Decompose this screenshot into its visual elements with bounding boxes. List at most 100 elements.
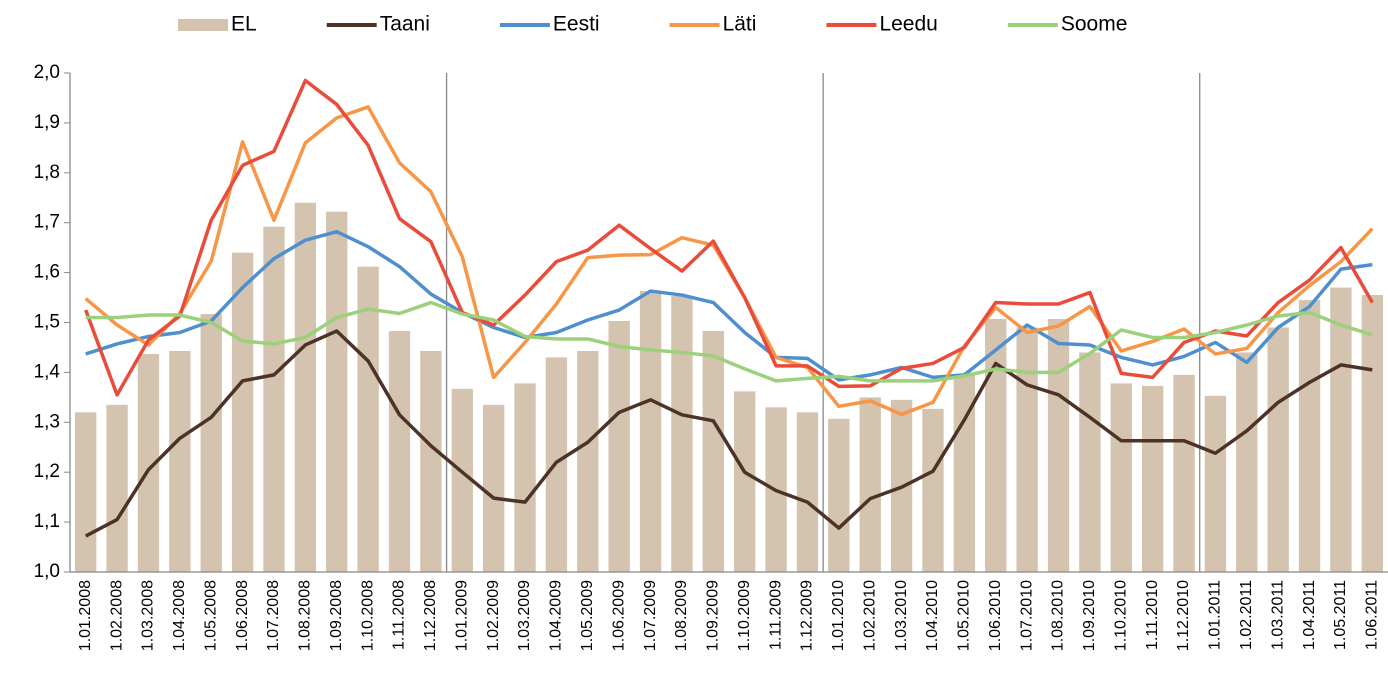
legend: EL Taani Eesti Läti Leedu Soome — [178, 13, 1127, 36]
bar — [671, 296, 693, 572]
x-tick-label: 1.06.2009 — [610, 580, 627, 651]
x-tick-label: 1.07.2009 — [642, 580, 659, 651]
y-tick-label: 1,3 — [34, 411, 60, 432]
bar — [702, 330, 724, 572]
x-tick-label: 1.02.2008 — [108, 580, 125, 651]
y-tick-label: 1,6 — [34, 262, 60, 283]
x-tick-label: 1.11.2010 — [1144, 580, 1161, 650]
x-tick-label: 1.06.2011 — [1364, 580, 1381, 650]
y-tick-label: 1,7 — [34, 212, 60, 233]
bar — [734, 391, 756, 572]
bar — [577, 350, 599, 572]
legend-label: Eesti — [553, 13, 600, 36]
y-tick-label: 1,0 — [34, 561, 60, 582]
bar — [608, 321, 630, 572]
x-tick-label: 1.05.2011 — [1332, 580, 1349, 650]
x-tick-label: 1.11.2008 — [391, 580, 408, 650]
bar — [357, 266, 379, 572]
bar — [106, 404, 128, 572]
x-tick-label: 1.10.2009 — [736, 580, 753, 651]
bar — [1047, 319, 1070, 572]
x-tick-label: 1.05.2010 — [956, 580, 973, 651]
legend-label: Soome — [1061, 13, 1128, 36]
bar — [75, 412, 97, 572]
legend-label: Leedu — [879, 13, 937, 36]
x-tick-label: 1.12.2010 — [1175, 580, 1192, 651]
x-tick-label: 1.05.2009 — [579, 580, 596, 651]
bar — [420, 350, 442, 572]
x-tick-label: 1.05.2008 — [202, 580, 219, 651]
bar — [388, 330, 411, 572]
x-tick-label: 1.04.2010 — [924, 580, 941, 651]
legend-label: EL — [231, 13, 257, 36]
x-tick-label: 1.04.2011 — [1301, 580, 1318, 650]
legend-label: Läti — [723, 13, 757, 36]
y-tick-label: 1,1 — [34, 511, 60, 532]
x-tick-label: 1.04.2008 — [171, 580, 188, 651]
bar — [231, 252, 254, 572]
bar — [1141, 385, 1164, 572]
x-tick-label: 1.03.2010 — [893, 580, 910, 651]
y-tick-label: 1,2 — [34, 461, 60, 482]
x-tick-label: 1.06.2008 — [234, 580, 251, 651]
x-tick-label: 1.02.2009 — [485, 580, 502, 651]
bar — [482, 404, 505, 572]
bar — [169, 350, 191, 572]
x-tick-label: 1.10.2008 — [359, 580, 376, 651]
bar — [294, 202, 317, 573]
bar — [1204, 395, 1227, 572]
x-tick-label: 1.09.2010 — [1081, 580, 1098, 651]
bar — [326, 211, 348, 573]
y-tick-label: 1,8 — [34, 162, 60, 183]
line — [85, 229, 1373, 382]
y-tick-label: 1,9 — [34, 112, 60, 133]
y-tick-label: 1,5 — [34, 312, 60, 333]
bar — [1110, 383, 1132, 572]
x-tick-label: 1.11.2009 — [767, 580, 784, 650]
bar — [1298, 300, 1321, 572]
x-tick-label: 1.01.2009 — [453, 580, 470, 651]
bar — [1079, 352, 1101, 572]
line — [85, 300, 1373, 383]
x-tick-label: 1.12.2008 — [422, 580, 439, 651]
legend-label: Taani — [380, 13, 430, 36]
bar — [451, 388, 473, 572]
bar — [1361, 295, 1383, 572]
bar — [1173, 374, 1195, 572]
x-tick-label: 1.01.2010 — [830, 580, 847, 651]
legend-swatch — [178, 19, 228, 31]
bar — [137, 353, 160, 572]
bar — [922, 408, 944, 572]
x-tick-label: 1.02.2011 — [1238, 580, 1255, 650]
bar — [1330, 287, 1352, 572]
x-tick-label: 1.10.2010 — [1112, 580, 1129, 651]
bar — [796, 412, 819, 572]
x-tick-label: 1.12.2009 — [799, 580, 816, 651]
x-tick-label: 1.07.2010 — [1018, 580, 1035, 651]
line — [84, 78, 1374, 397]
bar — [1016, 327, 1038, 572]
x-tick-label: 1.08.2008 — [297, 580, 314, 651]
bar — [953, 373, 976, 572]
x-tick-label: 1.04.2009 — [548, 580, 565, 651]
x-tick-label: 1.09.2008 — [328, 580, 345, 651]
x-tick-label: 1.08.2010 — [1050, 580, 1067, 651]
x-tick-label: 1.09.2009 — [705, 580, 722, 651]
x-tick-label: 1.02.2010 — [861, 580, 878, 651]
y-tick-label: 1,4 — [34, 361, 61, 382]
bar — [1236, 352, 1258, 572]
bar — [639, 291, 662, 572]
bar — [828, 418, 850, 572]
x-tick-label: 1.01.2008 — [77, 580, 94, 651]
bar — [514, 383, 536, 572]
bar — [1267, 327, 1289, 572]
x-tick-label: 1.03.2009 — [516, 580, 533, 651]
x-tick-label: 1.07.2008 — [265, 580, 282, 651]
x-tick-label: 1.03.2008 — [140, 580, 157, 651]
x-tick-label: 1.03.2011 — [1269, 580, 1286, 650]
x-tick-label: 1.01.2011 — [1207, 580, 1224, 650]
bar — [200, 314, 222, 572]
bar — [859, 397, 881, 572]
x-tick-label: 1.08.2009 — [673, 580, 690, 651]
